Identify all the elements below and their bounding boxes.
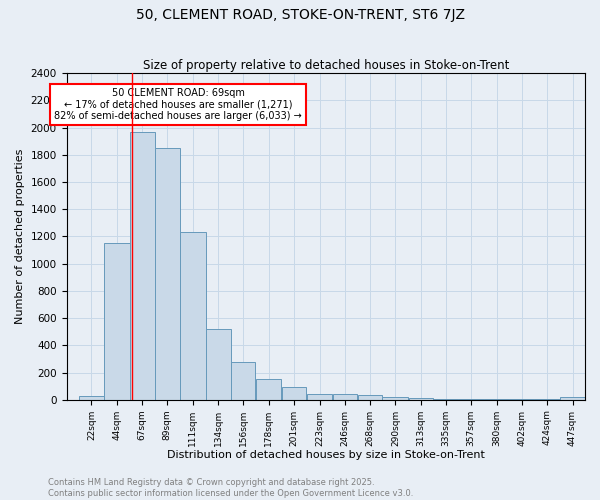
- Bar: [206, 329, 230, 400]
- Bar: [180, 232, 206, 400]
- Y-axis label: Number of detached properties: Number of detached properties: [15, 149, 25, 324]
- Bar: [231, 362, 256, 400]
- Bar: [509, 399, 534, 400]
- Bar: [79, 396, 104, 400]
- Bar: [332, 394, 358, 400]
- Bar: [409, 398, 433, 400]
- Bar: [433, 399, 458, 400]
- Bar: [358, 395, 382, 400]
- Bar: [560, 397, 585, 400]
- Text: 50 CLEMENT ROAD: 69sqm
← 17% of detached houses are smaller (1,271)
82% of semi-: 50 CLEMENT ROAD: 69sqm ← 17% of detached…: [54, 88, 302, 121]
- Title: Size of property relative to detached houses in Stoke-on-Trent: Size of property relative to detached ho…: [143, 59, 509, 72]
- Bar: [458, 399, 484, 400]
- Bar: [307, 394, 332, 400]
- Bar: [155, 148, 179, 400]
- Bar: [256, 378, 281, 400]
- X-axis label: Distribution of detached houses by size in Stoke-on-Trent: Distribution of detached houses by size …: [167, 450, 485, 460]
- Text: Contains HM Land Registry data © Crown copyright and database right 2025.
Contai: Contains HM Land Registry data © Crown c…: [48, 478, 413, 498]
- Bar: [130, 132, 155, 400]
- Text: 50, CLEMENT ROAD, STOKE-ON-TRENT, ST6 7JZ: 50, CLEMENT ROAD, STOKE-ON-TRENT, ST6 7J…: [136, 8, 464, 22]
- Bar: [104, 244, 130, 400]
- Bar: [382, 397, 408, 400]
- Bar: [484, 399, 509, 400]
- Bar: [282, 387, 307, 400]
